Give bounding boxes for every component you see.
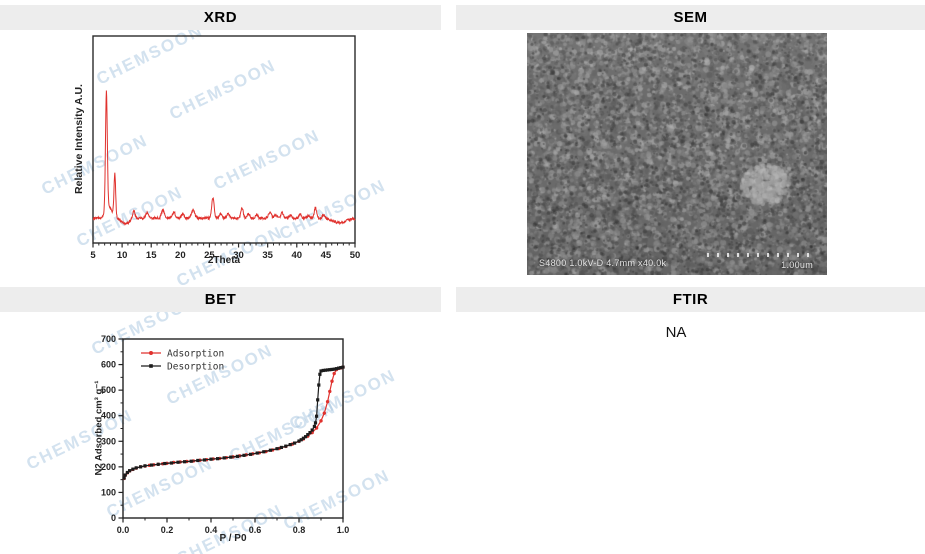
svg-text:Desorption: Desorption [167, 362, 224, 373]
panel-header-xrd: XRD [0, 5, 441, 30]
svg-text:45: 45 [321, 250, 332, 261]
svg-text:100: 100 [101, 487, 116, 497]
sem-instrument-caption: S4800 1.0kV-D 4.7mm x40.0k [539, 258, 667, 268]
sem-scale-label: 1.00um [781, 260, 813, 270]
sem-texture [527, 33, 827, 275]
svg-text:500: 500 [101, 385, 116, 395]
svg-text:600: 600 [101, 360, 116, 370]
sem-micrograph: S4800 1.0kV-D 4.7mm x40.0k 1.00um [527, 33, 827, 275]
panel-header-bet: BET [0, 287, 441, 312]
svg-text:0.8: 0.8 [293, 525, 306, 535]
bet-x-axis-title: P / P0 [219, 533, 247, 544]
panel-header-ftir: FTIR [456, 287, 925, 312]
bet-chart: 0.0 0.2 0.4 0.6 0.8 1.0 0 100 200 300 400 500 600 700… [101, 334, 350, 535]
svg-text:5: 5 [90, 250, 96, 261]
ftir-na-value: NA [665, 324, 687, 341]
svg-text:0: 0 [111, 513, 116, 523]
svg-text:0.0: 0.0 [117, 525, 130, 535]
panel-header-sem: SEM [456, 5, 925, 30]
svg-text:Adsorption: Adsorption [167, 349, 224, 360]
svg-text:700: 700 [101, 334, 116, 344]
panel-title-sem: SEM [673, 9, 708, 26]
xrd-x-axis-title: 2Theta [207, 255, 241, 266]
svg-text:0.6: 0.6 [249, 525, 262, 535]
svg-text:20: 20 [175, 250, 186, 261]
panel-title-bet: BET [204, 291, 237, 308]
svg-text:300: 300 [101, 436, 116, 446]
panel-title-xrd: XRD [203, 9, 238, 26]
svg-text:30: 30 [233, 250, 244, 261]
svg-text:50: 50 [350, 250, 360, 261]
svg-text:10: 10 [117, 250, 128, 261]
svg-text:200: 200 [101, 462, 116, 472]
xrd-y-axis-title: Relative Intensity A.U. [73, 84, 85, 194]
svg-text:1.0: 1.0 [337, 525, 350, 535]
bet-y-axis-title: N2 Adsorbed cm³ g⁻¹ [93, 380, 105, 476]
svg-text:15: 15 [146, 250, 157, 261]
xrd-chart: 5 10 15 20 25 30 35 40 45 50 [90, 35, 360, 261]
svg-text:0.4: 0.4 [205, 525, 218, 535]
svg-text:35: 35 [262, 250, 273, 261]
svg-text:0.2: 0.2 [161, 525, 174, 535]
svg-text:400: 400 [101, 411, 116, 421]
sem-scale-bar [707, 253, 815, 257]
svg-text:25: 25 [204, 250, 215, 261]
svg-text:40: 40 [291, 250, 302, 261]
panel-title-ftir: FTIR [672, 291, 709, 308]
